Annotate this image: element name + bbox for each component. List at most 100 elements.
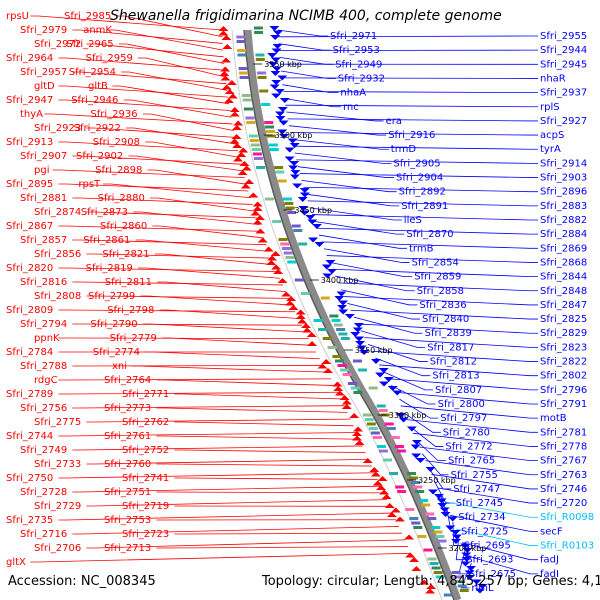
gene-label-reverse: Sfri_2794 <box>20 319 67 330</box>
callout-line <box>116 15 223 38</box>
function-block <box>364 418 374 421</box>
gene-label-forward: motB <box>540 413 567 424</box>
gene-label-reverse: Sfri_2965 <box>66 39 113 50</box>
callout-line <box>360 330 426 348</box>
callout-line <box>452 522 462 546</box>
reverse-gene-arrow <box>411 566 422 571</box>
gene-label-reverse: gltB <box>88 81 108 92</box>
gene-label-reverse: rpsU <box>6 11 29 22</box>
gene-label-reverse: Sfri_2867 <box>6 221 53 232</box>
callout-line <box>278 35 538 38</box>
gene-label-reverse: Sfri_2790 <box>90 319 137 330</box>
kbp-ticks: 3550 kbp 3500 kbp 3450 kbp 3400 kbp 3350 kbp… <box>253 60 486 553</box>
forward-gene-arrow <box>337 305 348 310</box>
gene-label-forward: Sfri_2822 <box>540 357 587 368</box>
reverse-gene-arrow <box>381 494 392 499</box>
reverse-gene-arrow <box>384 503 395 508</box>
function-block <box>340 337 350 340</box>
function-block <box>284 202 294 205</box>
callout-line <box>340 289 418 306</box>
function-block <box>246 121 256 124</box>
function-block <box>347 382 357 385</box>
function-block <box>266 134 276 138</box>
callout-line <box>382 371 433 391</box>
function-block <box>329 314 339 318</box>
function-block <box>427 557 437 561</box>
gene-label-reverse: Sfri_2821 <box>102 249 149 260</box>
forward-gene-arrow <box>269 26 280 31</box>
gene-label-forward: ileS <box>404 215 422 226</box>
reverse-gene-arrow <box>257 237 268 243</box>
function-block <box>362 413 372 417</box>
callout-line <box>133 211 260 225</box>
callout-line <box>293 145 538 150</box>
forward-gene-arrow <box>271 93 282 99</box>
callout-line <box>301 179 397 193</box>
gene-label-reverse: Sfri_2733 <box>34 459 81 470</box>
tick-label: 3400 kbp <box>321 276 359 285</box>
forward-gene-arrow <box>325 260 336 265</box>
function-block <box>253 26 263 30</box>
callout-line <box>399 398 439 419</box>
function-block <box>239 76 249 79</box>
gene-label-forward: Sfri_2937 <box>540 88 587 99</box>
function-block <box>257 76 267 79</box>
callout-line <box>338 282 538 292</box>
gene-label-reverse: Sfri_2774 <box>93 347 140 358</box>
function-block <box>352 359 362 363</box>
reverse-gene-arrow <box>227 93 238 99</box>
callout-line <box>395 391 538 405</box>
function-block <box>459 589 469 592</box>
callout-line <box>58 267 278 272</box>
callout-line <box>86 295 289 299</box>
genome-title: Shewanella frigidimarina NCIMB 400, comp… <box>110 8 502 24</box>
callout-line <box>58 512 393 521</box>
forward-gene-arrow <box>284 147 295 153</box>
gene-label-forward: fadI <box>540 569 559 580</box>
gene-label-reverse: Sfri_2735 <box>6 515 53 526</box>
callout-line <box>142 323 306 333</box>
function-block <box>368 427 378 430</box>
callout-line <box>58 85 229 98</box>
forward-gene-arrow <box>398 417 409 423</box>
forward-gene-arrow <box>354 336 365 342</box>
gene-label-forward: Sfri_2823 <box>540 342 587 353</box>
function-block <box>431 566 441 570</box>
function-block <box>435 575 445 579</box>
forward-gene-arrow <box>290 170 301 175</box>
reverse-gene-arrow <box>219 71 230 76</box>
gene-label-forward: Sfri_2847 <box>540 300 587 311</box>
forward-gene-arrow <box>278 120 289 126</box>
callout-line <box>86 499 387 507</box>
gene-label-reverse: Sfri_2784 <box>6 347 53 358</box>
gene-label-forward: rplS <box>540 102 560 113</box>
gene-label-forward: acpS <box>540 130 564 141</box>
reverse-gene-arrow <box>252 206 263 211</box>
forward-gene-arrow <box>471 579 482 585</box>
function-block <box>433 571 443 574</box>
gene-label-forward: Sfri_2693 <box>466 555 513 566</box>
callout-line <box>285 104 538 108</box>
function-block <box>413 526 423 529</box>
forward-gene-arrow <box>289 174 300 180</box>
callout-line <box>58 225 262 232</box>
gene-label-forward: trmD <box>391 144 417 155</box>
callout-line <box>52 169 245 178</box>
callout-line <box>159 309 299 319</box>
callout-line <box>347 303 420 320</box>
function-block <box>405 508 415 511</box>
callout-line <box>371 350 538 362</box>
gene-label-reverse: Sfri_2880 <box>98 193 145 204</box>
forward-gene-arrow <box>415 458 426 463</box>
function-block <box>397 490 407 493</box>
callout-line <box>357 323 538 334</box>
function-block <box>293 229 303 232</box>
genome-backbone-inner <box>243 29 455 600</box>
reverse-gene-arrow <box>426 584 437 589</box>
gene-label-reverse: Sfri_2750 <box>6 473 53 484</box>
forward-gene-arrow <box>450 530 461 535</box>
gene-label-forward: Sfri_2813 <box>432 371 479 382</box>
gene-label-reverse: Sfri_2762 <box>122 417 169 428</box>
reverse-gene-arrow <box>323 368 334 373</box>
